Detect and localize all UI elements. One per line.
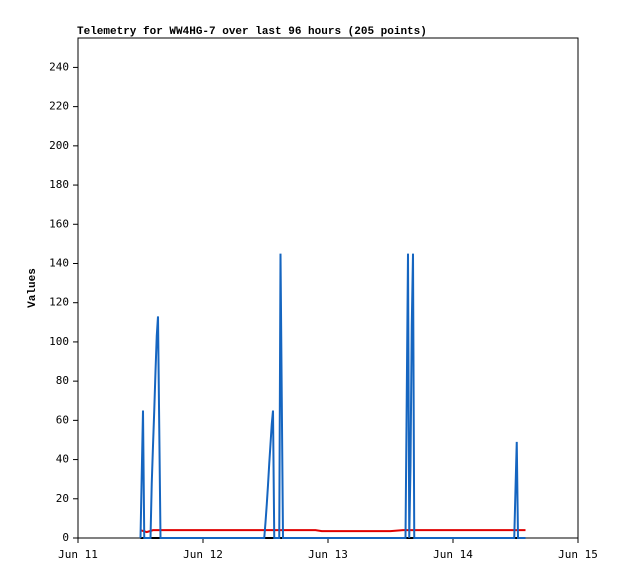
x-tick-label: Jun 13 — [308, 548, 348, 561]
y-tick-label: 180 — [49, 178, 69, 191]
y-tick-label: 80 — [56, 374, 69, 387]
y-tick-label: 120 — [49, 296, 69, 309]
x-tick-label: Jun 14 — [433, 548, 473, 561]
y-tick-label: 40 — [56, 453, 69, 466]
x-tick-label: Jun 12 — [183, 548, 223, 561]
x-tick-label: Jun 15 — [558, 548, 598, 561]
y-tick-label: 200 — [49, 139, 69, 152]
y-axis-label: Values — [27, 268, 39, 308]
chart-title: Telemetry for WW4HG-7 over last 96 hours… — [77, 26, 427, 38]
series-line — [139, 253, 526, 539]
y-tick-label: 220 — [49, 100, 69, 113]
y-tick-label: 160 — [49, 217, 69, 230]
y-tick-label: 60 — [56, 413, 69, 426]
series-line — [140, 529, 526, 534]
y-tick-label: 100 — [49, 335, 69, 348]
y-tick-label: 20 — [56, 492, 69, 505]
y-tick-label: 0 — [62, 531, 69, 544]
y-tick-label: 140 — [49, 256, 69, 269]
y-tick-label: 240 — [49, 60, 69, 73]
x-tick-label: Jun 11 — [58, 548, 98, 561]
